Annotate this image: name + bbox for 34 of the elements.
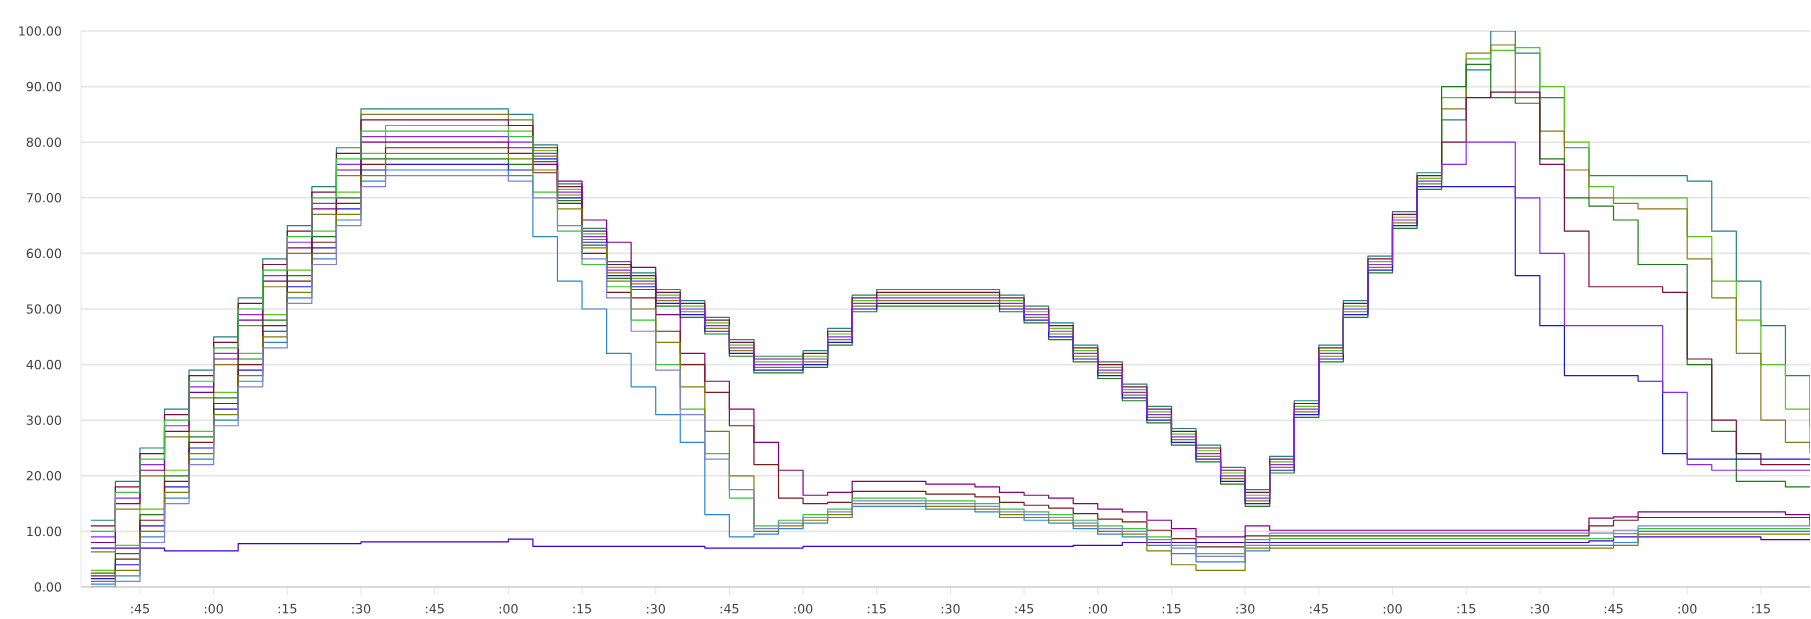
y-tick-label: 90.00: [26, 81, 62, 92]
x-tick-label: :45: [1310, 604, 1328, 614]
y-tick-label: 0.00: [34, 582, 62, 592]
y-tick-label: 70.00: [26, 193, 62, 203]
y-tick-label: 100.00: [19, 26, 62, 36]
x-tick-label: :30: [647, 604, 666, 614]
y-tick-label: 30.00: [26, 415, 62, 425]
x-tick-label: :30: [352, 604, 371, 614]
x-tick-label: :00: [204, 604, 223, 614]
x-tick-label: :00: [1383, 604, 1402, 614]
x-tick-label: :15: [1162, 604, 1181, 614]
x-tick-label: :15: [868, 604, 886, 614]
x-tick-label: :00: [1678, 604, 1697, 614]
y-tick-label: 40.00: [26, 359, 62, 370]
x-tick-label: :15: [573, 604, 592, 614]
x-tick-label: :30: [1236, 604, 1255, 614]
x-tick-label: :30: [941, 604, 960, 614]
y-tick-label: 10.00: [27, 526, 62, 537]
x-tick-label: :00: [499, 604, 518, 614]
x-tick-label: :45: [1015, 604, 1034, 614]
x-tick-label: :45: [131, 604, 149, 614]
x-tick-label: :00: [794, 604, 813, 614]
x-tick-label: :45: [1604, 604, 1623, 614]
y-tick-label: 50.00: [26, 304, 62, 314]
x-tick-label: :00: [1089, 604, 1108, 614]
x-tick-label: :45: [426, 604, 444, 614]
x-tick-label: :30: [1531, 604, 1550, 614]
y-tick-label: 60.00: [26, 248, 62, 259]
x-tick-label: :45: [720, 604, 739, 614]
y-tick-label: 20.00: [26, 471, 62, 481]
y-tick-label: 80.00: [26, 137, 62, 147]
x-tick-label: :15: [1752, 604, 1770, 614]
x-tick-label: :15: [278, 604, 297, 614]
x-tick-label: :15: [1457, 604, 1476, 614]
